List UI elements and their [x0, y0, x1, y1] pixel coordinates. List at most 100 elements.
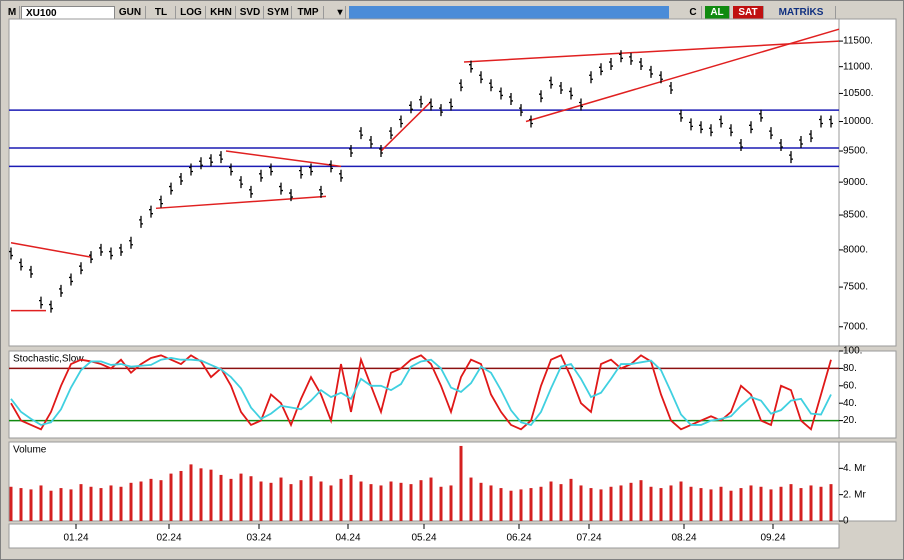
volume-bar [629, 482, 633, 521]
price-bar [249, 185, 253, 198]
price-bar [389, 127, 393, 140]
volume-bar [689, 486, 693, 521]
price-bar [719, 115, 723, 128]
price-bar [379, 145, 383, 158]
price-bar [449, 98, 453, 111]
price-bar [479, 71, 483, 84]
price-bar [679, 109, 683, 122]
price-bar [219, 151, 223, 164]
volume-bar [289, 484, 293, 521]
x-tick-label: 02.24 [156, 533, 181, 544]
price-bar [159, 195, 163, 208]
volume-bar [389, 481, 393, 521]
volume-bar [539, 486, 543, 521]
toolbar-button[interactable]: AL [705, 6, 730, 19]
volume-bar [319, 481, 323, 521]
volume-bar [789, 484, 793, 521]
price-bar [609, 58, 613, 71]
volume-bar [779, 486, 783, 521]
y-tick-label: 7000. [843, 321, 868, 332]
volume-bar [279, 477, 283, 521]
toolbar-button[interactable]: C [685, 6, 702, 19]
y-tick-label: 40. [843, 398, 857, 409]
price-bar [829, 115, 833, 128]
volume-bar [659, 488, 663, 521]
volume-bar [179, 470, 183, 521]
volume-bar [119, 486, 123, 521]
price-bar [339, 169, 343, 182]
volume-bar [589, 488, 593, 521]
volume-bar [749, 485, 753, 521]
trend-line [525, 28, 840, 123]
volume-bar [459, 445, 463, 521]
price-bar [649, 65, 653, 78]
volume-bar [819, 486, 823, 521]
volume-bar [679, 481, 683, 521]
volume-bar [359, 481, 363, 521]
toolbar-button[interactable]: MATRİKS [767, 6, 836, 19]
volume-bar [149, 478, 153, 521]
y-tick-label: 10500. [843, 88, 874, 99]
trend-line [10, 242, 92, 258]
price-bar [139, 215, 143, 228]
price-bar [539, 90, 543, 103]
panel [8, 441, 840, 522]
price-bar [819, 115, 823, 128]
volume-bar [159, 480, 163, 521]
volume-bar [39, 485, 43, 521]
toolbar-button[interactable]: GUN [115, 6, 146, 19]
toolbar-button[interactable]: LOG [177, 6, 206, 19]
volume-bar [529, 488, 533, 521]
menu-button[interactable]: M [5, 6, 20, 19]
volume-bar [499, 488, 503, 521]
price-bar [559, 81, 563, 94]
y-tick-label: 4. Mr [843, 463, 866, 474]
volume-bar [29, 489, 33, 521]
toolbar-button[interactable]: SAT [733, 6, 764, 19]
price-bar [369, 136, 373, 149]
price-bar [359, 127, 363, 140]
volume-bar [239, 473, 243, 521]
toolbar-button[interactable]: SYM [265, 6, 292, 19]
price-bar [759, 109, 763, 122]
price-bar [179, 172, 183, 185]
volume-bar [549, 481, 553, 521]
volume-bar [129, 482, 133, 521]
price-bar [169, 182, 173, 195]
trend-line [225, 150, 342, 168]
price-bar [299, 166, 303, 179]
y-tick-label: 80. [843, 363, 857, 374]
volume-bar [739, 488, 743, 521]
volume-bar [409, 484, 413, 521]
price-bar [259, 169, 263, 182]
volume-bar [509, 490, 513, 521]
price-bar [769, 127, 773, 140]
price-bar [429, 98, 433, 111]
volume-bar [719, 486, 723, 521]
y-tick-label: 0 [843, 516, 849, 527]
price-bar [119, 243, 123, 256]
toolbar-button[interactable]: TMP [293, 6, 324, 19]
dropdown[interactable]: ▾ [335, 6, 346, 19]
price-bar [499, 87, 503, 100]
volume-bar [639, 480, 643, 521]
volume-bar [169, 473, 173, 521]
toolbar-button[interactable]: SVD [237, 6, 264, 19]
price-bar [19, 258, 23, 271]
price-bar [779, 139, 783, 152]
volume-bar [249, 476, 253, 521]
volume-bar [189, 464, 193, 521]
symbol-box[interactable]: XU100 [21, 6, 115, 21]
price-bar [229, 163, 233, 176]
price-bar [199, 157, 203, 170]
toolbar-spacer [349, 6, 669, 19]
volume-bar [379, 485, 383, 521]
volume-bar [49, 490, 53, 521]
toolbar-button[interactable]: KHN [207, 6, 236, 19]
price-bar [529, 115, 533, 128]
volume-bar [349, 474, 353, 521]
volume-bar [399, 482, 403, 521]
toolbar-button[interactable]: TL [147, 6, 176, 19]
